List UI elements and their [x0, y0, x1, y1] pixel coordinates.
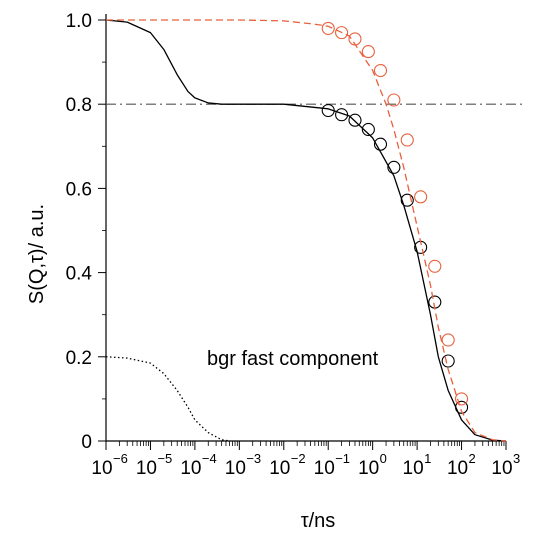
- axes: 10 −6 10 −5 10 −4 10 −3 10 −2 10 −1 10 0 10 1 10 2 10 300.2…: [66, 11, 521, 479]
- data-point: [400, 133, 414, 147]
- y-tick-label: 0.2: [66, 348, 92, 369]
- x-tick-label: 10: [225, 458, 246, 479]
- data-point: [348, 32, 362, 46]
- series-line-dotted-line: [105, 356, 230, 442]
- data-point: [441, 333, 455, 347]
- x-tick-exponent: −6: [113, 451, 128, 466]
- x-tick-label: 10: [358, 458, 379, 479]
- x-tick-label: 10: [91, 458, 112, 479]
- data-point: [400, 193, 414, 207]
- y-tick-label: 0.4: [66, 264, 93, 285]
- y-tick-label: 0: [81, 432, 92, 453]
- y-tick-label: 0.6: [66, 179, 92, 200]
- data-point: [361, 45, 375, 59]
- data-point: [387, 93, 401, 107]
- x-tick-exponent: −1: [335, 451, 350, 466]
- series-line-solid-line: [105, 19, 507, 442]
- x-tick-exponent: 1: [424, 451, 431, 466]
- x-tick-exponent: 0: [380, 451, 387, 466]
- data-point: [321, 103, 335, 118]
- y-axis-title: S(Q,τ)/ a.u.: [26, 204, 48, 304]
- x-tick-exponent: −4: [202, 451, 217, 466]
- data-point: [455, 392, 469, 406]
- x-axis-title: τ/ns: [301, 510, 336, 532]
- plot-area: [105, 19, 526, 442]
- x-tick-label: 10: [180, 458, 201, 479]
- series-line-dashed-line: [106, 19, 507, 442]
- data-point: [348, 113, 362, 127]
- data-point: [373, 137, 388, 151]
- x-tick-label: 10: [269, 458, 290, 479]
- y-tick-label: 0.8: [66, 95, 92, 116]
- x-tick-label: 10: [136, 458, 157, 479]
- annotation-bgr-fast-component: bgr fast component: [207, 348, 379, 370]
- data-point: [361, 122, 375, 137]
- data-point: [373, 63, 388, 78]
- x-tick-label: 10: [403, 458, 424, 479]
- data-point: [428, 259, 442, 273]
- data-point: [455, 400, 469, 414]
- x-tick-exponent: −2: [291, 451, 306, 466]
- data-point: [335, 108, 349, 122]
- x-tick-label: 10: [314, 458, 335, 479]
- data-point: [335, 26, 349, 40]
- y-tick-label: 1.0: [66, 11, 92, 32]
- x-tick-label: 10: [491, 458, 512, 479]
- x-tick-exponent: −5: [157, 451, 172, 466]
- x-tick-exponent: 2: [469, 451, 476, 466]
- data-point: [414, 190, 428, 204]
- x-tick-label: 10: [447, 458, 468, 479]
- data-point: [387, 160, 401, 174]
- data-point: [321, 21, 335, 35]
- x-tick-exponent: −3: [246, 451, 261, 466]
- x-tick-exponent: 3: [513, 451, 520, 466]
- data-point: [441, 354, 455, 368]
